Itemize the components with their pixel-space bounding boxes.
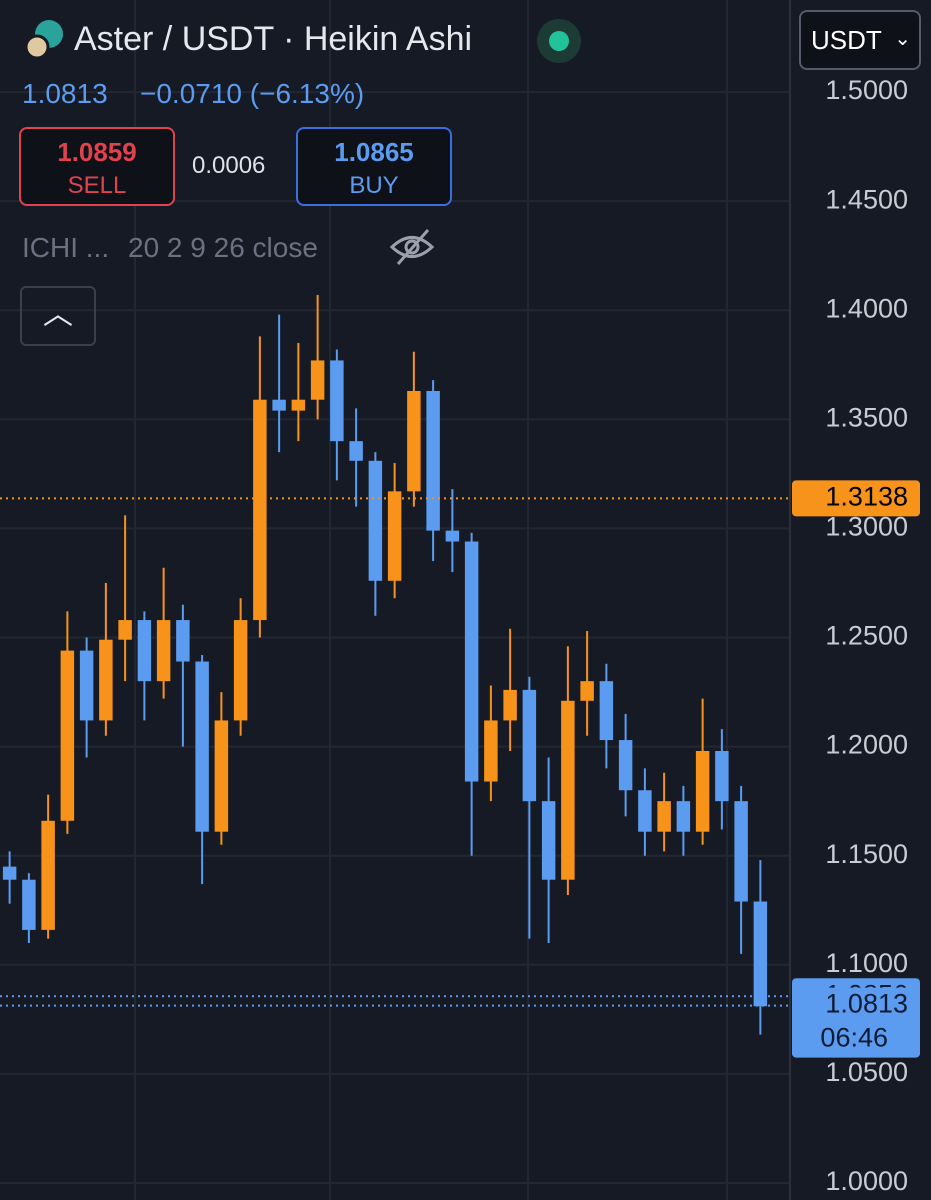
buy-button[interactable]: 1.0865 BUY	[296, 127, 452, 206]
y-tick-label: 1.0500	[825, 1057, 908, 1087]
price-label: 1.3138	[825, 481, 908, 511]
candle-body	[676, 801, 691, 832]
spread: 0.0006	[192, 152, 266, 179]
candle-body	[407, 390, 421, 492]
candle-body	[715, 750, 729, 802]
candle-body	[2, 866, 17, 880]
candle-body	[522, 689, 537, 802]
candle-body	[503, 689, 517, 721]
candle-body	[156, 620, 171, 682]
candle-body	[561, 700, 575, 880]
price-label-box	[792, 480, 920, 517]
indicator-params: 20 2 9 26 close	[128, 232, 318, 263]
candle-body	[233, 620, 248, 721]
candle-body	[349, 441, 363, 461]
candle-body	[599, 681, 614, 741]
candle-body	[310, 360, 325, 400]
candle-body	[176, 620, 190, 662]
buy-price: 1.0865	[334, 137, 414, 167]
candle-body	[753, 901, 768, 1007]
currency-button[interactable]: USDT ⌄	[799, 10, 921, 70]
candle-body	[79, 650, 94, 721]
sell-button[interactable]: 1.0859 SELL	[19, 127, 175, 206]
title: Aster / USDT · Heikin Ashi	[74, 20, 473, 58]
collapse-button[interactable]: ︿	[20, 286, 96, 346]
candle-body	[195, 661, 209, 832]
price-label-box	[792, 987, 920, 1058]
candle-body	[541, 801, 556, 880]
indicator-name: ICHI ...	[22, 232, 110, 263]
change: −0.0710 (−6.13%)	[140, 78, 365, 109]
candle-body	[464, 541, 479, 782]
candle-body	[272, 399, 286, 411]
candle-body	[118, 620, 132, 640]
buy-label: BUY	[349, 172, 399, 199]
candle-body	[657, 801, 671, 832]
candle-body	[214, 720, 229, 832]
last-price: 1.0813	[22, 78, 108, 109]
y-tick-label: 1.3500	[825, 402, 908, 432]
candle-body	[618, 740, 633, 791]
y-tick-label: 1.5000	[825, 75, 908, 105]
chevron: ⌄	[894, 28, 911, 50]
candle-body	[695, 750, 710, 832]
candle-body	[484, 720, 498, 782]
candle-body	[41, 820, 55, 930]
candle-body	[253, 399, 267, 621]
candle-body	[99, 639, 113, 721]
candle-body	[22, 879, 36, 930]
candle-body	[330, 360, 344, 442]
candle-body	[445, 530, 460, 542]
y-tick-label: 1.4500	[825, 184, 908, 214]
currency: USDT	[811, 25, 882, 55]
candle-body	[580, 681, 594, 701]
sell-label: SELL	[67, 172, 127, 199]
price-label: 1.0813	[825, 989, 908, 1019]
y-tick-label: 1.2500	[825, 621, 908, 651]
sell-price: 1.0859	[57, 137, 137, 167]
y-tick-label: 1.3000	[825, 512, 908, 542]
y-tick-label: 1.1500	[825, 839, 908, 869]
y-tick-label: 1.4000	[825, 293, 908, 323]
y-tick-label: 1.1000	[825, 948, 908, 978]
candle-body	[60, 650, 75, 821]
candle-body	[638, 790, 652, 832]
candle-body	[368, 460, 383, 581]
y-tick-label: 1.2000	[825, 730, 908, 760]
candle-body	[387, 491, 402, 581]
y-tick-label: 1.0000	[825, 1166, 908, 1196]
candle-body	[137, 620, 152, 682]
countdown: 06:46	[820, 1023, 888, 1053]
candle-body	[426, 390, 440, 531]
candle-body	[734, 801, 748, 902]
candle-body	[291, 399, 306, 411]
